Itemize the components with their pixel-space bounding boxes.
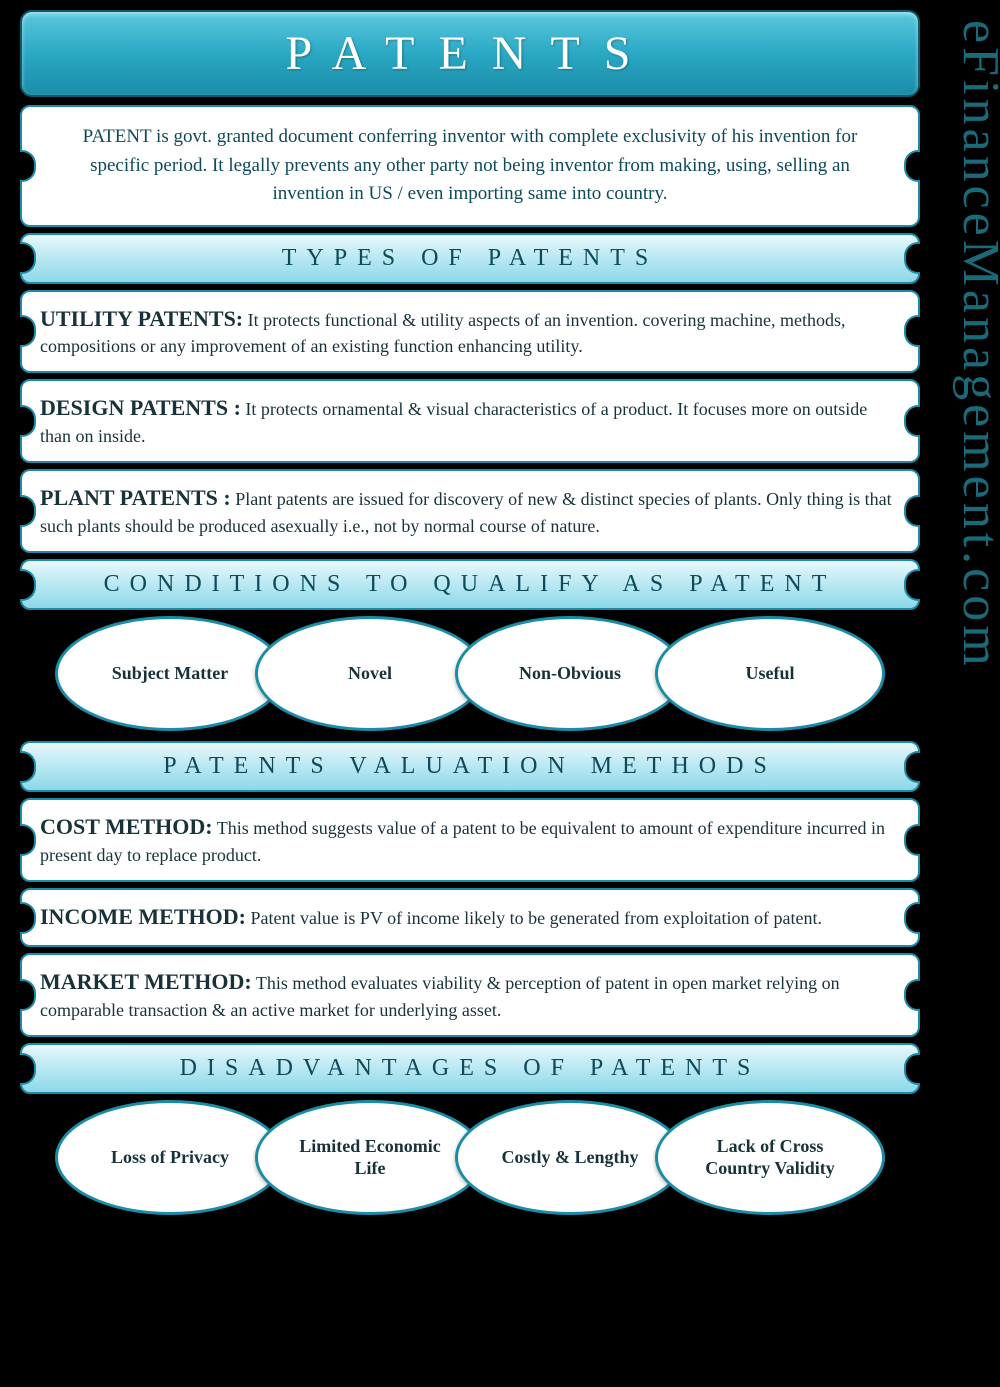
valuation-card-cost: COST METHOD: This method suggests value … bbox=[20, 798, 920, 882]
valuation-card-market: MARKET METHOD: This method evaluates via… bbox=[20, 953, 920, 1037]
section-header-conditions: CONDITIONS TO QUALIFY AS PATENT bbox=[20, 559, 920, 610]
oval-privacy: Loss of Privacy bbox=[55, 1100, 285, 1215]
section-header-types: TYPES OF PATENTS bbox=[20, 233, 920, 284]
conditions-ovals: Subject Matter Novel Non-Obvious Useful bbox=[20, 616, 920, 731]
type-lead: UTILITY PATENTS: bbox=[40, 306, 243, 331]
type-lead: PLANT PATENTS : bbox=[40, 485, 231, 510]
valuation-body: Patent value is PV of income likely to b… bbox=[246, 908, 822, 928]
valuation-card-income: INCOME METHOD: Patent value is PV of inc… bbox=[20, 888, 920, 947]
intro-card: PATENT is govt. granted document conferr… bbox=[20, 105, 920, 227]
section-header-label: TYPES OF PATENTS bbox=[282, 245, 659, 271]
title-banner: PATENTS bbox=[20, 10, 920, 97]
section-header-label: CONDITIONS TO QUALIFY AS PATENT bbox=[104, 571, 837, 597]
valuation-lead: INCOME METHOD: bbox=[40, 904, 246, 929]
oval-subject-matter: Subject Matter bbox=[55, 616, 285, 731]
valuation-lead: MARKET METHOD: bbox=[40, 969, 252, 994]
watermark-text: eFinanceManagement.com bbox=[951, 20, 1000, 1370]
oval-cross-country: Lack of Cross Country Validity bbox=[655, 1100, 885, 1215]
disadvantages-ovals: Loss of Privacy Limited Economic Life Co… bbox=[20, 1100, 920, 1215]
valuation-lead: COST METHOD: bbox=[40, 814, 213, 839]
section-header-label: PATENTS VALUATION METHODS bbox=[163, 753, 777, 779]
oval-costly: Costly & Lengthy bbox=[455, 1100, 685, 1215]
type-card-utility: UTILITY PATENTS: It protects functional … bbox=[20, 290, 920, 374]
oval-economic-life: Limited Economic Life bbox=[255, 1100, 485, 1215]
intro-text: PATENT is govt. granted document conferr… bbox=[83, 126, 858, 204]
oval-useful: Useful bbox=[655, 616, 885, 731]
oval-novel: Novel bbox=[255, 616, 485, 731]
type-lead: DESIGN PATENTS : bbox=[40, 395, 241, 420]
section-header-disadvantages: DISADVANTAGES OF PATENTS bbox=[20, 1043, 920, 1094]
type-card-design: DESIGN PATENTS : It protects ornamental … bbox=[20, 379, 920, 463]
page-container: PATENTS PATENT is govt. granted document… bbox=[20, 10, 920, 1225]
type-card-plant: PLANT PATENTS : Plant patents are issued… bbox=[20, 469, 920, 553]
page-title: PATENTS bbox=[286, 27, 655, 80]
section-header-valuation: PATENTS VALUATION METHODS bbox=[20, 741, 920, 792]
section-header-label: DISADVANTAGES OF PATENTS bbox=[180, 1055, 761, 1081]
oval-non-obvious: Non-Obvious bbox=[455, 616, 685, 731]
